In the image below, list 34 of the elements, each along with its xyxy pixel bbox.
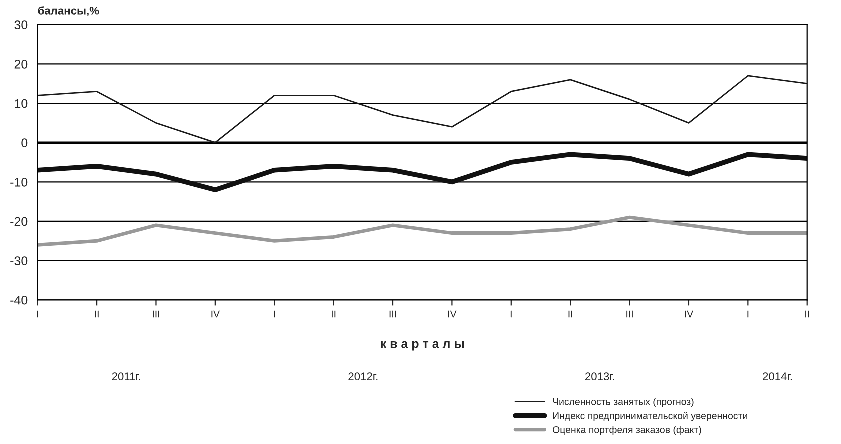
y-tick-label: 20 — [14, 60, 28, 69]
x-tick-label: III — [390, 310, 396, 318]
y-tick-label: 30 — [14, 20, 28, 30]
y-tick-label: 10 — [15, 99, 28, 108]
y-axis-title: балансы,% — [38, 6, 100, 16]
x-tick-label: I — [748, 310, 749, 318]
x-tick-label: III — [626, 310, 633, 318]
y-tick-label: -30 — [10, 256, 28, 266]
text: 2012г. — [348, 372, 378, 381]
legend-label: Индекс предпринимательской уверенности — [553, 412, 748, 422]
x-tick-label: II — [806, 310, 810, 318]
x-tick-label: III — [153, 310, 160, 318]
line-series — [38, 152, 808, 192]
y-tick-label: 0 — [22, 138, 28, 148]
x-tick-label: IV — [448, 310, 457, 318]
line-series — [38, 75, 808, 144]
text: 2011г. — [112, 372, 140, 381]
y-tick-label: -40 — [10, 296, 28, 305]
legend-label: Численность занятых (прогноз) — [553, 398, 694, 408]
x-tick-label: IV — [685, 310, 694, 318]
x-tick-label: I — [510, 310, 512, 318]
x-axis-title: к в а р т а л ы — [381, 341, 464, 351]
y-tick-label: -20 — [10, 217, 28, 226]
x-tick-label: IV — [212, 310, 220, 318]
text: 2014г. — [763, 372, 792, 381]
x-tick-label: I — [274, 310, 276, 318]
x-tick-label: II — [568, 310, 572, 318]
y-tick-label: -10 — [10, 178, 28, 187]
x-tick-label: II — [95, 310, 99, 318]
legend-label: Оценка портфеля заказов (факт) — [553, 426, 702, 436]
x-tick-label: II — [332, 310, 336, 318]
x-tick-label: I — [37, 310, 38, 318]
text: 2013г. — [585, 372, 614, 381]
line-series — [38, 216, 808, 247]
